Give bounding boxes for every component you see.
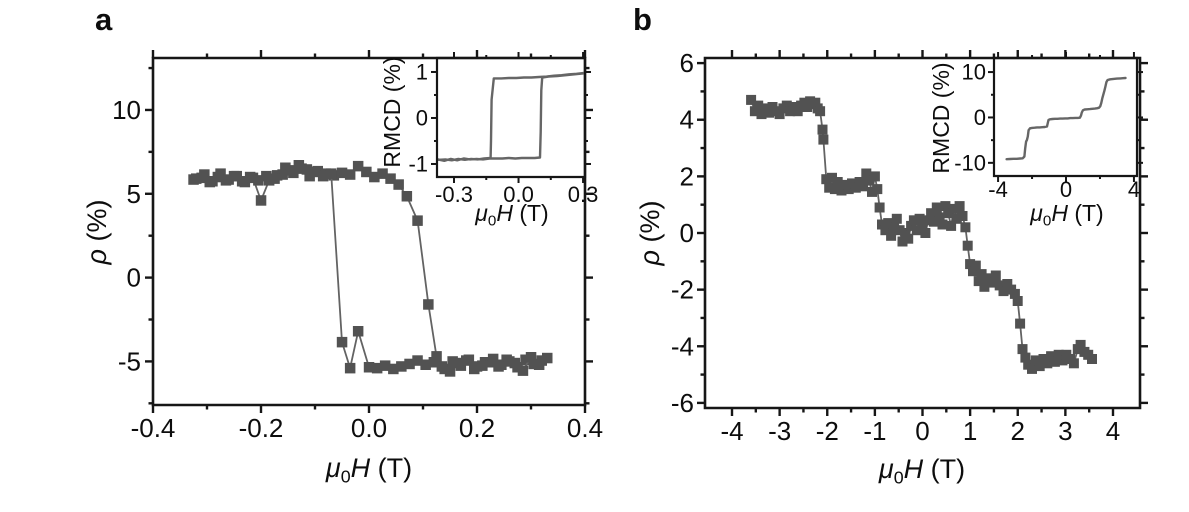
y-tick-label: 5 [127,179,141,209]
axis-ticks [697,50,1148,416]
tick-labels: -0.4 -0.2 0.0 0.2 0.4 10 5 0 -5 [112,95,603,443]
series-rmcd-steps [1005,76,1127,161]
x-tick-label: -0.2 [239,413,284,443]
series-down-branch [437,71,586,162]
x-axis-label: μ0H (T) [1029,200,1103,230]
y-tick-label: 10 [962,60,986,85]
axes-frame [435,56,587,179]
x-tick-label: -4 [988,177,1008,202]
x-tick-label: 2 [1011,416,1025,446]
x-tick-label: 0 [915,416,929,446]
series-sweep-up [195,165,543,370]
y-tick-label: 0 [416,105,428,130]
y-tick-label: 10 [112,95,141,125]
y-tick-label: 6 [680,48,694,78]
series-field-sweep-markers [746,94,1097,374]
x-axis-label: μ0H (T) [474,200,548,230]
axis-ticks [145,50,593,413]
y-axis-label: RMCD (%) [928,62,954,173]
x-tick-label: 0.2 [459,413,495,443]
x-tick-label: -0.4 [131,413,176,443]
y-axis-label: ρ (%) [635,201,665,267]
axes-frame [151,56,587,407]
y-tick-label: -1 [408,151,428,176]
x-tick-label: -1 [863,416,886,446]
x-tick-label: -4 [720,416,743,446]
y-tick-label: 0 [127,263,141,293]
y-tick-label: -10 [954,150,986,175]
y-tick-label: -5 [118,346,141,376]
panel-b-inset-plot: -4 0 4 10 0 -10 μ0H (T) RMCD (%) [928,52,1143,230]
x-tick-label: 0 [1060,177,1072,202]
panel-b-letter: b [633,2,652,37]
axes-frame [992,56,1139,178]
y-tick-label: 4 [680,105,694,135]
x-tick-label: 0.0 [351,413,387,443]
series-sweep-down-markers [188,160,553,377]
y-tick-label: -2 [671,275,694,305]
tick-labels: -0.3 0.0 0.3 1 0 -1 [408,59,598,207]
x-tick-label: -3 [768,416,791,446]
x-axis-label: μ0H (T) [325,453,412,486]
axis-ticks [431,52,591,183]
x-tick-label: 1 [963,416,977,446]
x-tick-label: -0.3 [435,182,473,207]
y-axis-label: ρ (%) [82,200,112,266]
y-tick-label: 0 [974,105,986,130]
panel-a-inset-plot: -0.3 0.0 0.3 1 0 -1 μ0H (T) RMCD (%) [379,52,598,230]
series-sweep-up-markers [191,160,547,375]
axis-ticks [988,52,1143,182]
x-tick-label: 3 [1058,416,1072,446]
x-tick-label: 4 [1106,416,1120,446]
x-tick-label: 4 [1128,177,1140,202]
x-axis-label: μ0H (T) [878,454,965,487]
x-tick-label: 0.0 [503,182,534,207]
x-tick-label: 0.4 [567,413,603,443]
y-tick-label: 1 [416,59,428,84]
panel-a-letter: a [95,2,113,37]
series-up-branch [436,72,586,163]
y-axis-label: RMCD (%) [379,56,405,167]
y-tick-label: -4 [671,331,694,361]
x-tick-label: -2 [816,416,839,446]
y-tick-label: -6 [671,388,694,418]
tick-labels: -4 0 4 10 0 -10 [954,60,1140,202]
y-tick-label: 2 [680,161,694,191]
x-tick-label: 0.3 [568,182,599,207]
series-sweep-down [192,164,549,373]
y-tick-label: 0 [680,218,694,248]
